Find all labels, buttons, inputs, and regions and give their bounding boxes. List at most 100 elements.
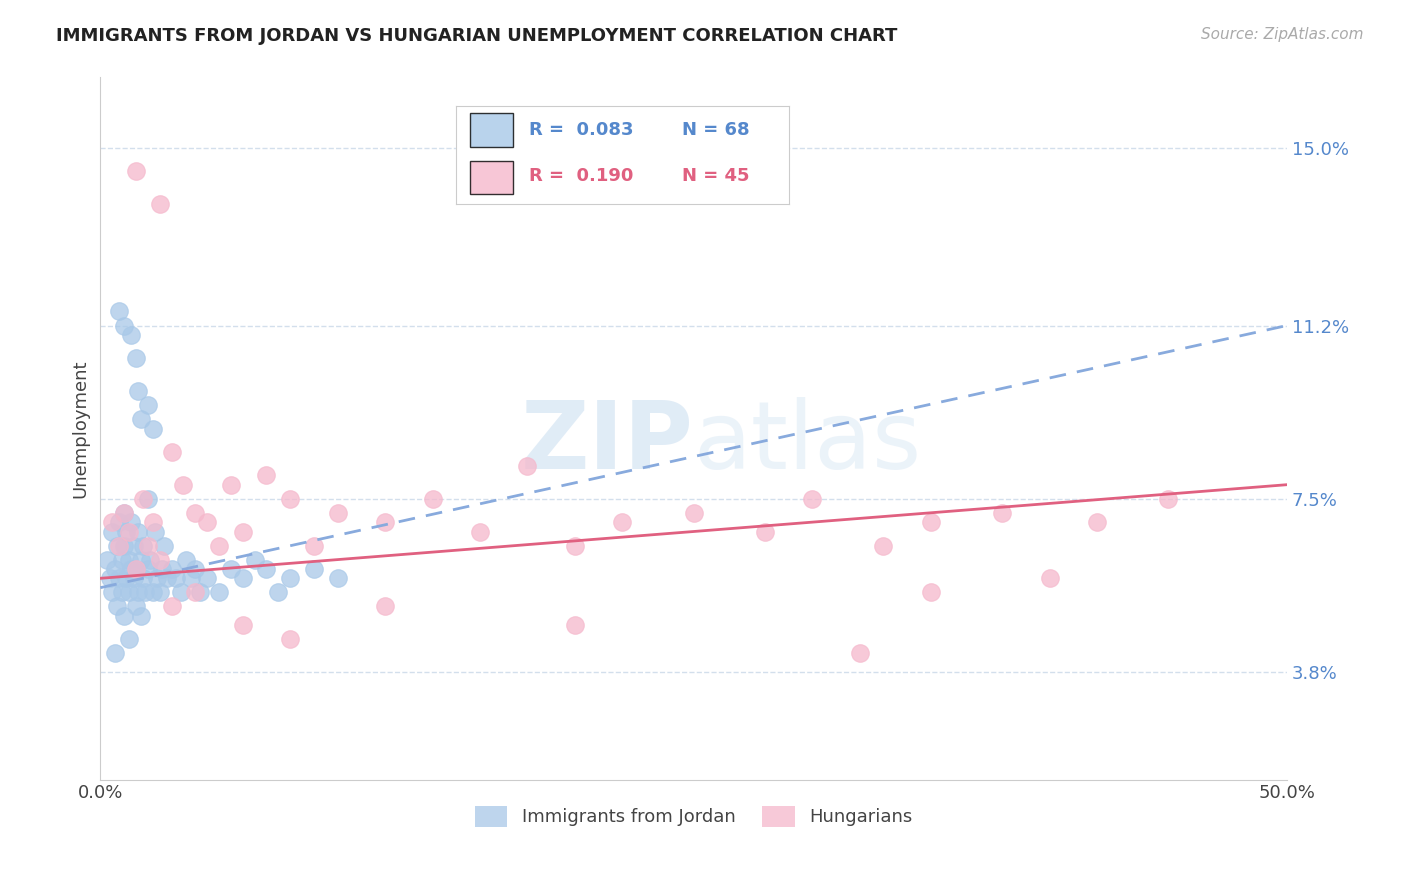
Point xyxy=(612,515,634,529)
Point xyxy=(120,515,142,529)
Point xyxy=(195,571,218,585)
Point xyxy=(564,539,586,553)
Point xyxy=(108,539,131,553)
Point xyxy=(125,599,148,614)
Point xyxy=(801,491,824,506)
Point xyxy=(149,552,172,566)
Point xyxy=(326,506,349,520)
Point xyxy=(156,571,179,585)
Point xyxy=(188,585,211,599)
Point xyxy=(256,562,278,576)
Point xyxy=(219,477,242,491)
Point xyxy=(165,571,187,585)
Point xyxy=(142,585,165,599)
Point xyxy=(848,646,870,660)
Point xyxy=(122,539,145,553)
Point xyxy=(153,539,176,553)
Point xyxy=(125,562,148,576)
Point xyxy=(256,468,278,483)
Point xyxy=(754,524,776,539)
Point xyxy=(111,585,134,599)
Point xyxy=(115,571,138,585)
Point xyxy=(1038,571,1060,585)
Point xyxy=(172,477,194,491)
Point xyxy=(278,491,301,506)
Point xyxy=(132,491,155,506)
Point xyxy=(232,618,254,632)
Point xyxy=(112,318,135,333)
Point xyxy=(920,515,942,529)
Text: atlas: atlas xyxy=(693,397,922,489)
Point xyxy=(422,491,444,506)
Point xyxy=(374,515,396,529)
Point xyxy=(125,164,148,178)
Point xyxy=(108,304,131,318)
Point xyxy=(208,539,231,553)
Point xyxy=(160,599,183,614)
Point xyxy=(991,506,1014,520)
Point xyxy=(180,571,202,585)
Point xyxy=(122,571,145,585)
Point xyxy=(108,571,131,585)
Point xyxy=(118,632,141,647)
Point xyxy=(129,552,152,566)
Point xyxy=(872,539,894,553)
Point xyxy=(243,552,266,566)
Point xyxy=(160,445,183,459)
Text: ZIP: ZIP xyxy=(520,397,693,489)
Point xyxy=(134,585,156,599)
Point xyxy=(142,421,165,435)
Point xyxy=(115,524,138,539)
Y-axis label: Unemployment: Unemployment xyxy=(72,359,89,498)
Point xyxy=(564,618,586,632)
Point xyxy=(136,539,159,553)
Point xyxy=(146,571,169,585)
Point xyxy=(136,491,159,506)
Point xyxy=(174,552,197,566)
Point xyxy=(278,632,301,647)
Point xyxy=(149,197,172,211)
Point xyxy=(129,412,152,426)
Point xyxy=(111,552,134,566)
Point xyxy=(101,515,124,529)
Point xyxy=(184,585,207,599)
Point xyxy=(326,571,349,585)
Point xyxy=(139,552,162,566)
Point xyxy=(150,562,173,576)
Point xyxy=(136,562,159,576)
Text: IMMIGRANTS FROM JORDAN VS HUNGARIAN UNEMPLOYMENT CORRELATION CHART: IMMIGRANTS FROM JORDAN VS HUNGARIAN UNEM… xyxy=(56,27,897,45)
Point xyxy=(112,539,135,553)
Point xyxy=(267,585,290,599)
Point xyxy=(184,562,207,576)
Point xyxy=(302,539,325,553)
Point xyxy=(278,571,301,585)
Point xyxy=(101,524,124,539)
Point xyxy=(302,562,325,576)
Point xyxy=(127,585,149,599)
Point xyxy=(125,562,148,576)
Point xyxy=(232,524,254,539)
Point xyxy=(96,552,118,566)
Point xyxy=(101,585,124,599)
Point xyxy=(516,458,538,473)
Point xyxy=(219,562,242,576)
Point xyxy=(98,571,121,585)
Point xyxy=(120,327,142,342)
Point xyxy=(1157,491,1180,506)
Point xyxy=(142,515,165,529)
Point xyxy=(120,562,142,576)
Point xyxy=(149,585,172,599)
Point xyxy=(170,585,193,599)
Point xyxy=(103,646,125,660)
Point xyxy=(118,552,141,566)
Point xyxy=(118,524,141,539)
Point xyxy=(118,585,141,599)
Point xyxy=(105,539,128,553)
Point xyxy=(143,524,166,539)
Point xyxy=(136,398,159,412)
Point xyxy=(208,585,231,599)
Point xyxy=(195,515,218,529)
Point xyxy=(112,608,135,623)
Point xyxy=(682,506,704,520)
Point xyxy=(112,506,135,520)
